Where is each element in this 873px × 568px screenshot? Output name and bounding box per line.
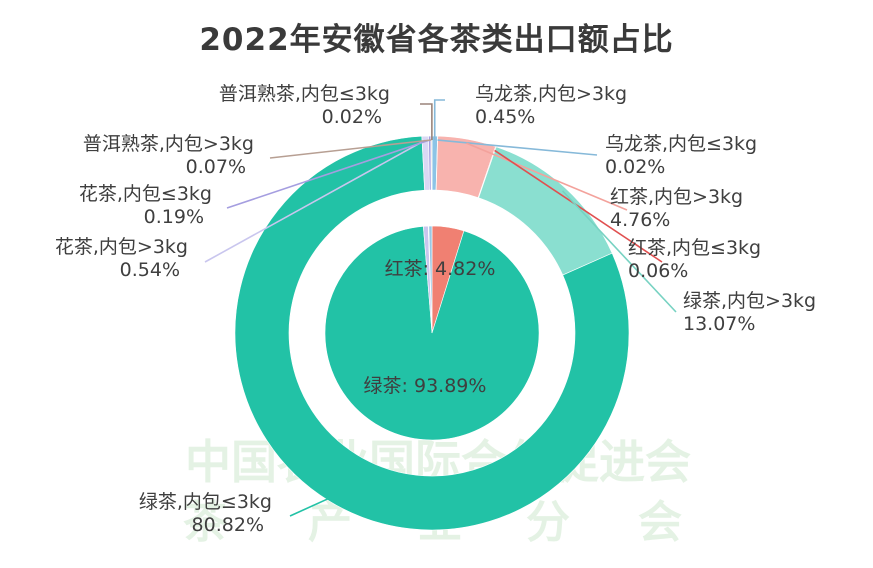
outer-label-value: 0.06%: [628, 260, 688, 282]
outer-label-value: 4.76%: [610, 209, 670, 231]
outer-label-name: 花茶,内包≤3kg: [79, 183, 212, 205]
watermark-char: 茶: [183, 497, 228, 548]
outer-label-name: 红茶,内包>3kg: [610, 186, 743, 208]
outer-label-value: 13.07%: [683, 313, 755, 335]
chart-title: 2022年安徽省各茶类出口额占比: [199, 22, 674, 58]
leader-line-9: [420, 103, 433, 141]
leader-line-8: [269, 139, 432, 159]
inner-slice-4: [428, 225, 433, 334]
outer-label-value: 0.45%: [475, 106, 535, 128]
inner-label-1: 绿茶: 93.89%: [364, 375, 487, 397]
outer-labels: 乌龙茶,内包>3kg0.45%乌龙茶,内包≤3kg0.02%红茶,内包>3kg4…: [55, 83, 816, 536]
leader-line-5: [289, 496, 332, 517]
leader-line-0: [433, 99, 445, 141]
inner-labels: 红茶: 4.82% 绿茶: 93.89%: [364, 258, 496, 397]
outer-label-value: 0.19%: [144, 206, 204, 228]
outer-label-value: 0.02%: [605, 156, 665, 178]
outer-label-name: 乌龙茶,内包≤3kg: [605, 133, 757, 155]
watermark-char: 分: [526, 497, 570, 548]
leader-line-7: [226, 139, 431, 209]
outer-ring: [234, 135, 630, 531]
outer-label-name: 乌龙茶,内包>3kg: [475, 83, 627, 105]
inner-pie: [324, 225, 540, 441]
leader-line-3: [494, 149, 663, 263]
outer-label-name: 绿茶,内包≤3kg: [139, 491, 272, 513]
inner-label-0: 红茶: 4.82%: [385, 258, 496, 280]
leader-lines: [204, 99, 677, 517]
outer-label-name: 普洱熟茶,内包≤3kg: [219, 83, 390, 105]
outer-label-value: 0.54%: [120, 259, 180, 281]
outer-label-value: 0.02%: [322, 106, 382, 128]
outer-label-name: 绿茶,内包>3kg: [683, 290, 816, 312]
outer-label-name: 普洱熟茶,内包>3kg: [83, 133, 254, 155]
outer-label-name: 花茶,内包>3kg: [55, 236, 188, 258]
outer-slice-5: [234, 135, 630, 531]
leader-line-6: [204, 139, 426, 263]
leader-line-4: [561, 190, 677, 313]
inner-slice-1: [324, 226, 540, 441]
watermark-char: 会: [638, 497, 682, 548]
outer-label-name: 红茶,内包≤3kg: [628, 237, 761, 259]
leader-line-1: [437, 139, 598, 156]
leader-line-2: [466, 142, 628, 211]
outer-label-value: 0.07%: [186, 156, 246, 178]
outer-label-value: 80.82%: [192, 514, 264, 536]
